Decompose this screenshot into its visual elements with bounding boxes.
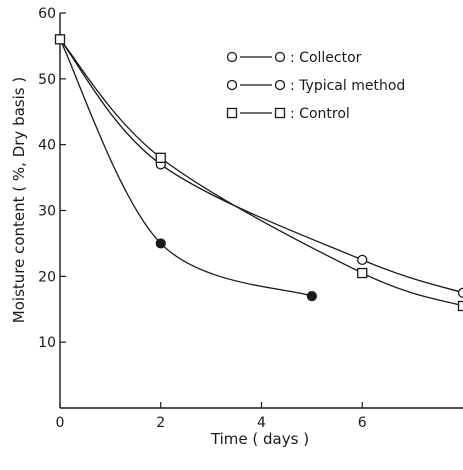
data-point-series-2: [155, 152, 166, 163]
legend-label: : Collector: [290, 50, 362, 66]
series-line-1: [59, 39, 313, 297]
data-point-series-2: [357, 267, 368, 279]
y-tick-label: 20: [38, 269, 56, 285]
x-axis-label: Time ( days ): [210, 430, 309, 448]
y-tick-label: 60: [38, 6, 56, 22]
legend-marker-left: [226, 107, 238, 119]
legend: : Collector : Typical method : Control: [226, 50, 405, 122]
data-point-series-1: [155, 238, 166, 249]
y-tick-label: 50: [38, 72, 56, 88]
y-axis-label: Moisture content ( %, Dry basis ): [10, 77, 28, 323]
legend-marker-right: [274, 107, 286, 119]
x-tick-label: 4: [257, 415, 266, 431]
y-tick-label: 30: [38, 204, 56, 220]
legend-marker-left: [226, 79, 238, 91]
legend-marker-right: [274, 79, 286, 91]
data-point-series-0: [357, 254, 368, 266]
x-tick-label: 2: [156, 415, 165, 431]
series-layer: [54, 34, 463, 312]
data-point-series-2: [457, 300, 463, 312]
data-point-series-2: [54, 34, 66, 45]
y-tick-label: 40: [38, 138, 56, 154]
legend-marker-left: [226, 51, 238, 63]
legend-marker-right: [274, 51, 286, 63]
axes: [59, 13, 463, 409]
ticks: 0 2 4 6 10 20 30 40 50 60: [38, 6, 367, 431]
y-tick-label: 10: [38, 335, 56, 351]
legend-label: : Control: [290, 106, 350, 122]
series-line-0: [59, 38, 463, 294]
legend-label: : Typical method: [290, 78, 405, 94]
data-point-series-1: [306, 290, 317, 302]
x-tick-label: 0: [56, 415, 65, 431]
series-line-2: [59, 38, 463, 307]
x-tick-label: 6: [358, 415, 367, 431]
data-point-series-0: [457, 287, 463, 298]
